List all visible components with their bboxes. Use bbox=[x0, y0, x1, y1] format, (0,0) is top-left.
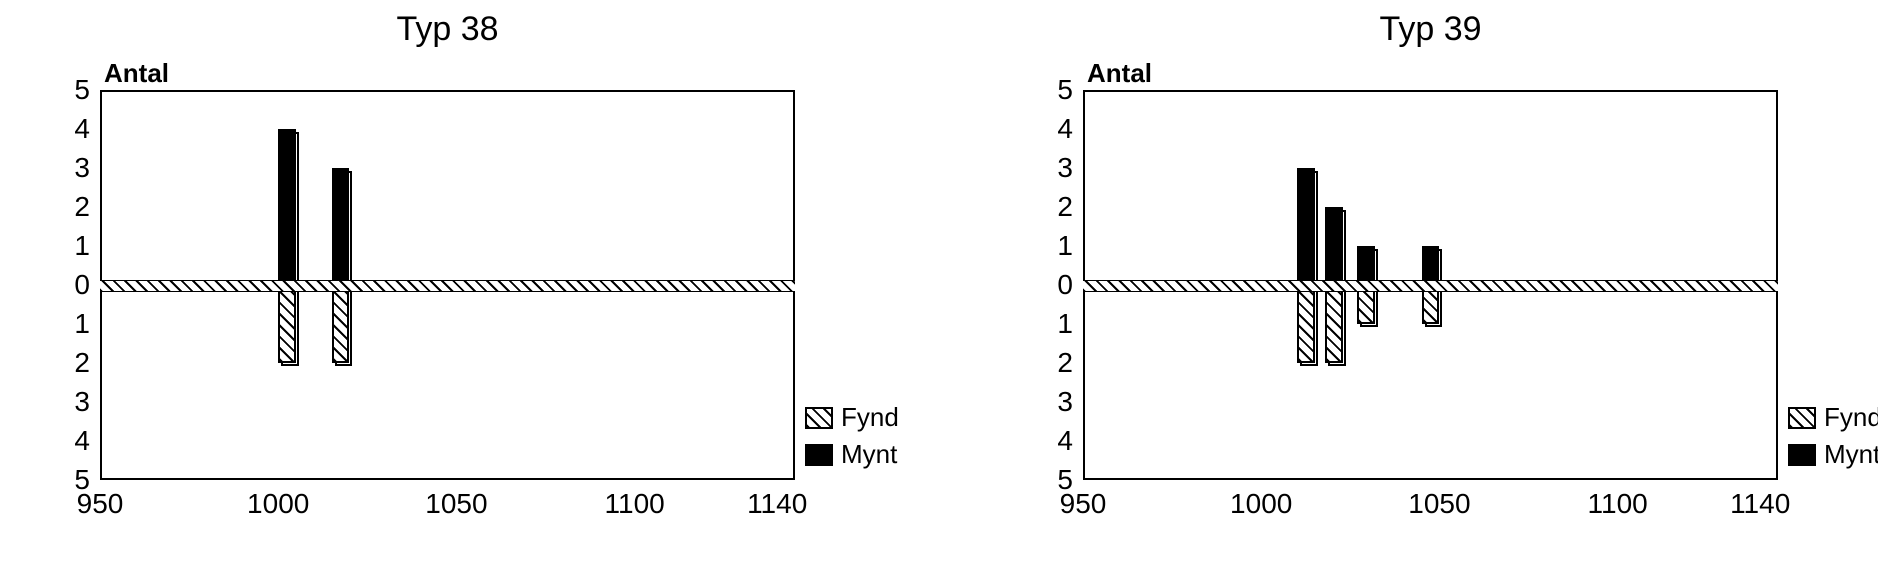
y-tick-top: 3 bbox=[1013, 152, 1073, 184]
legend-row: Mynt bbox=[1788, 439, 1878, 470]
y-tick-top: 2 bbox=[1013, 191, 1073, 223]
x-tick: 1140 bbox=[1720, 488, 1800, 520]
legend-label: Fynd bbox=[1824, 402, 1878, 433]
legend-swatch bbox=[1788, 444, 1816, 466]
x-tick: 1140 bbox=[737, 488, 817, 520]
bar-top bbox=[1325, 207, 1343, 285]
y-tick-bottom: 2 bbox=[1013, 347, 1073, 379]
x-tick: 1000 bbox=[1221, 488, 1301, 520]
legend-label: Fynd bbox=[841, 402, 899, 433]
x-tick: 1050 bbox=[416, 488, 496, 520]
x-tick: 1100 bbox=[1578, 488, 1658, 520]
legend-label: Mynt bbox=[841, 439, 897, 470]
legend-swatch bbox=[805, 444, 833, 466]
y-tick-top: 4 bbox=[1013, 113, 1073, 145]
y-tick-bottom: 3 bbox=[30, 386, 90, 418]
bar-top bbox=[278, 129, 296, 285]
chart-title: Typ 38 bbox=[100, 10, 795, 49]
midline-hatch bbox=[1083, 280, 1778, 292]
y-tick-top: 2 bbox=[30, 191, 90, 223]
x-tick: 950 bbox=[1043, 488, 1123, 520]
page: Typ 38Antal54321012345950100010501100114… bbox=[0, 0, 1878, 585]
y-tick-top: 1 bbox=[1013, 230, 1073, 262]
chart-panel-typ38: Typ 38Antal54321012345950100010501100114… bbox=[30, 0, 925, 535]
y-tick-bottom: 3 bbox=[1013, 386, 1073, 418]
legend-row: Fynd bbox=[805, 402, 899, 433]
y-tick-top: 3 bbox=[30, 152, 90, 184]
legend-label: Mynt bbox=[1824, 439, 1878, 470]
y-tick-top: 1 bbox=[30, 230, 90, 262]
y-axis-label: Antal bbox=[104, 58, 169, 89]
bar-bottom bbox=[332, 285, 350, 363]
legend-row: Mynt bbox=[805, 439, 899, 470]
legend-row: Fynd bbox=[1788, 402, 1878, 433]
y-axis-label: Antal bbox=[1087, 58, 1152, 89]
y-tick-top: 4 bbox=[30, 113, 90, 145]
bar-bottom bbox=[1325, 285, 1343, 363]
x-tick: 950 bbox=[60, 488, 140, 520]
y-tick-top: 0 bbox=[30, 269, 90, 301]
bar-top bbox=[332, 168, 350, 285]
midline-hatch bbox=[100, 280, 795, 292]
bar-bottom bbox=[1297, 285, 1315, 363]
x-tick: 1000 bbox=[238, 488, 318, 520]
y-tick-bottom: 4 bbox=[1013, 425, 1073, 457]
y-tick-top: 5 bbox=[1013, 74, 1073, 106]
bar-bottom bbox=[278, 285, 296, 363]
legend: Fynd Mynt bbox=[1788, 402, 1878, 476]
x-tick: 1100 bbox=[595, 488, 675, 520]
chart-title: Typ 39 bbox=[1083, 10, 1778, 49]
chart-panel-typ39: Typ 39Antal54321012345950100010501100114… bbox=[1013, 0, 1878, 535]
y-tick-top: 5 bbox=[30, 74, 90, 106]
y-tick-bottom: 1 bbox=[1013, 308, 1073, 340]
legend: Fynd Mynt bbox=[805, 402, 899, 476]
y-tick-bottom: 4 bbox=[30, 425, 90, 457]
legend-swatch bbox=[805, 407, 833, 429]
x-tick: 1050 bbox=[1399, 488, 1479, 520]
y-tick-bottom: 2 bbox=[30, 347, 90, 379]
legend-swatch bbox=[1788, 407, 1816, 429]
bar-top bbox=[1297, 168, 1315, 285]
y-tick-top: 0 bbox=[1013, 269, 1073, 301]
y-tick-bottom: 1 bbox=[30, 308, 90, 340]
